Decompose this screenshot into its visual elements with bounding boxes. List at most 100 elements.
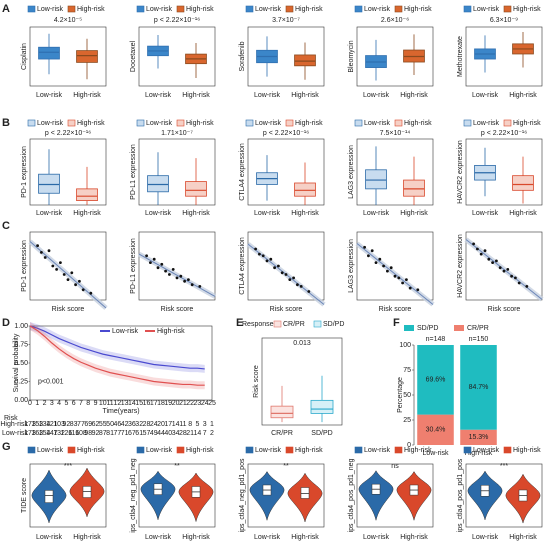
x-tick-label: 13 — [121, 400, 129, 407]
point — [280, 271, 284, 275]
x-tick-label: High-risk — [465, 450, 493, 457]
line — [29, 325, 205, 370]
risk-count: 61 — [135, 430, 143, 437]
risk-count: 173 — [24, 430, 36, 437]
point — [363, 245, 366, 249]
x-tick-label: 16 — [143, 400, 151, 407]
point — [514, 276, 517, 280]
point — [273, 266, 276, 270]
point — [476, 247, 479, 251]
y-axis-label: CTLA4 expression — [239, 143, 246, 201]
x-tick-label: Low-risk — [145, 210, 172, 217]
risk-count: 163 — [31, 430, 43, 437]
point — [190, 283, 194, 287]
legend-label: CR/PR — [283, 321, 305, 328]
risk-count: 5 — [195, 421, 199, 428]
legend-swatch — [503, 119, 512, 127]
plot-frame — [138, 231, 216, 301]
point — [370, 249, 374, 253]
x-tick-label: 15 — [135, 400, 143, 407]
legend-label: Low-risk — [473, 6, 500, 13]
legend-label: CR/PR — [467, 325, 489, 332]
risk-count: 126 — [61, 430, 73, 437]
legend-swatch — [273, 320, 282, 328]
risk-count: 67 — [128, 430, 136, 437]
point — [525, 285, 529, 288]
box — [38, 173, 60, 194]
plot-frame — [247, 138, 325, 206]
value-label: 15.3% — [469, 434, 489, 441]
x-tick-label: 20 — [172, 400, 180, 407]
legend-swatch — [503, 446, 512, 454]
legend-label: High-risk — [295, 120, 323, 127]
x-tick-label: High-risk — [509, 92, 537, 99]
annotation: p < 2.22×10⁻¹⁶ — [481, 130, 527, 137]
value-label: 84.7% — [469, 384, 489, 391]
point — [389, 266, 393, 270]
y-axis-label: TIDE score — [21, 478, 28, 513]
point — [265, 259, 269, 263]
x-tick-label: Low-risk — [145, 92, 172, 99]
x-tick-label: 11 — [106, 400, 113, 407]
legend-swatch — [313, 320, 322, 328]
legend-swatch — [394, 446, 403, 454]
legend-label: Low-risk — [255, 6, 282, 13]
risk-count: 77 — [77, 421, 85, 428]
point — [70, 271, 74, 275]
x-tick-label: High-risk — [400, 92, 428, 99]
box — [185, 181, 207, 197]
x-tick-label: 19 — [164, 400, 172, 407]
violin — [396, 471, 432, 521]
risk-count: 153 — [31, 421, 43, 428]
point — [55, 268, 58, 271]
legend-swatch — [27, 119, 36, 127]
plot-frame — [261, 337, 343, 426]
risk-row-label: Low-risk — [2, 430, 29, 437]
point — [47, 249, 51, 253]
point — [175, 276, 179, 280]
x-tick-label: 12 — [113, 400, 121, 407]
y-axis-label: ips_ctla4_pos_pd1_pos — [457, 458, 464, 532]
plot-frame — [356, 231, 434, 301]
y-axis-label: ips_ctla4_neg_pd1_pos — [239, 458, 246, 532]
legend-swatch — [67, 446, 76, 454]
point — [487, 257, 491, 261]
x-tick-label: Low-risk — [472, 210, 499, 217]
legend-swatch — [245, 5, 254, 13]
legend-label: Low-risk — [37, 120, 64, 127]
legend-label: High-risk — [295, 447, 323, 454]
legend-label: Low-risk — [364, 447, 391, 454]
y-tick-label: 0.75 — [14, 341, 28, 348]
bar-segment — [417, 345, 454, 415]
risk-count: 57 — [143, 430, 151, 437]
plot-frame — [29, 26, 107, 87]
point — [307, 290, 311, 293]
legend-swatch — [354, 119, 363, 127]
point — [491, 261, 494, 264]
legend-swatch — [136, 446, 145, 454]
legend-swatch — [176, 5, 185, 13]
x-tick-label: High-risk — [400, 534, 428, 541]
risk-count: 20 — [157, 421, 165, 428]
legend-swatch — [454, 325, 464, 331]
box — [44, 490, 54, 503]
bar-segment — [460, 345, 497, 430]
x-tick-label: 7 — [79, 400, 83, 407]
y-axis-label: PD-1 expression — [21, 240, 28, 292]
box — [147, 175, 169, 193]
x-tick-label: 4 — [57, 400, 61, 407]
legend-swatch — [245, 119, 254, 127]
legend-title: Response — [242, 321, 274, 328]
risk-count: 132 — [53, 430, 65, 437]
risk-count: 34 — [172, 430, 180, 437]
point — [416, 288, 420, 292]
risk-count: 108 — [75, 430, 87, 437]
legend-swatch — [136, 119, 145, 127]
annotation: 1.71×10⁻⁷ — [161, 130, 193, 137]
point — [292, 276, 295, 280]
point — [51, 264, 55, 268]
point — [149, 261, 152, 264]
legend-label: Low-risk — [112, 328, 139, 335]
y-axis-label: PD-L1 expression — [130, 144, 137, 200]
